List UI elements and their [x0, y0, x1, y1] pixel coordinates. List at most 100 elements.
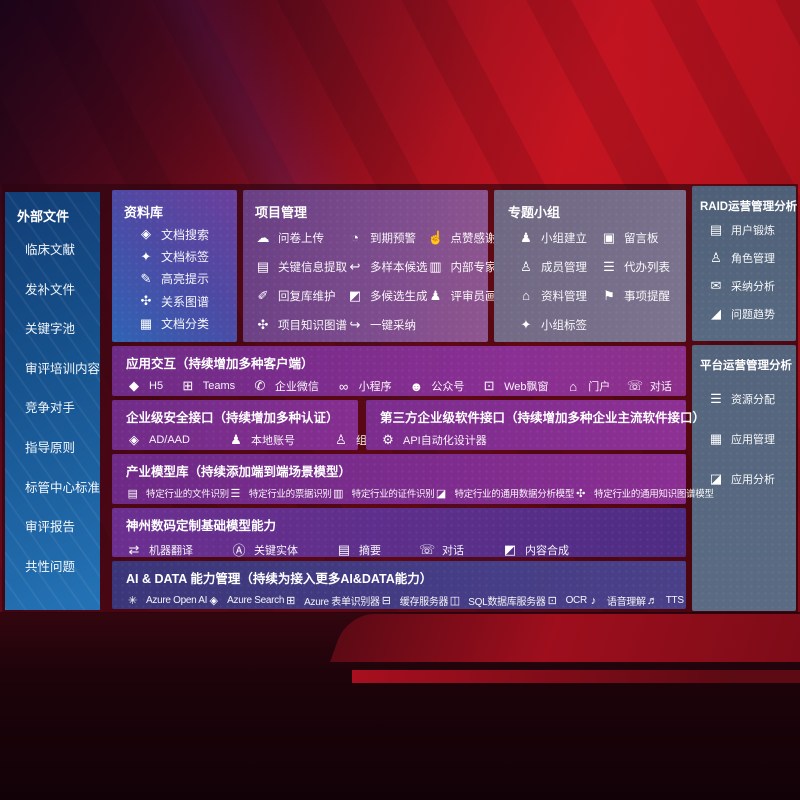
library-panel-title: 资料库	[124, 205, 164, 220]
feature-item[interactable]: ⌂ 资料管理	[518, 288, 601, 304]
qa-bubble-icon: ✉	[710, 278, 722, 293]
sidebar-item[interactable]: 竞争对手	[25, 401, 76, 416]
feature-item[interactable]: ◩ 多候选生成	[347, 288, 428, 304]
model-item[interactable]: ✣ 特定行业的通用知识图谱模型	[574, 486, 714, 501]
capability-item[interactable]: ⇄ 机器翻译	[126, 542, 193, 558]
client-item[interactable]: ∞ 小程序	[336, 378, 392, 394]
client-item[interactable]: ☻ 公众号	[408, 378, 465, 394]
service-item[interactable]: ✳ Azure Open AI	[126, 594, 207, 607]
feature-item[interactable]: ▥ 内部专家排名	[428, 259, 519, 275]
model-item[interactable]: ☰ 特定行业的票据识别	[229, 486, 332, 501]
feature-item[interactable]: ◈ 文档搜索	[138, 226, 237, 243]
feature-item[interactable]: ◔ 到期预警	[347, 230, 428, 246]
sidebar-item[interactable]: 关键字池	[25, 322, 76, 337]
app-interaction-band: 应用交互（持续增加多种客户端） ◆ H5 ⊞ Teams ✆ 企业微信	[112, 346, 686, 396]
client-item[interactable]: ⊞ Teams	[180, 378, 235, 394]
app-analysis-icon: ◪	[709, 471, 723, 486]
feature-item[interactable]: ✦ 文档标签	[138, 248, 237, 265]
role-manage-icon: ♙	[710, 250, 722, 265]
model-label: 特定行业的文件识别	[146, 489, 229, 500]
feature-item[interactable]: ♟ 评审员画像	[428, 288, 520, 304]
model-label: 特定行业的证件识别	[351, 489, 435, 500]
client-item[interactable]: ⌂ 门户	[565, 378, 610, 394]
feature-item[interactable]: ☁ 问卷上传	[255, 230, 347, 246]
auth-item[interactable]: ◈ AD/AAD	[126, 432, 190, 448]
model-item[interactable]: ▥ 特定行业的证件识别	[332, 486, 435, 501]
interface-item[interactable]: ⚙ API自动化设计器	[380, 432, 487, 448]
feature-item[interactable]: ▦ 文档分类	[138, 315, 237, 332]
feature-item[interactable]: ◪ 应用分析	[708, 471, 796, 487]
feature-item[interactable]: ✦ 小组标签	[518, 317, 601, 333]
sidebar-item[interactable]: 临床文献	[25, 243, 76, 258]
sidebar-item[interactable]: 审评报告	[25, 520, 76, 535]
feature-item[interactable]: ▤ 用户锻炼	[708, 222, 796, 238]
sidebar-item[interactable]: 标管中心标准	[25, 480, 101, 495]
auth-item[interactable]: ♟ 本地账号	[228, 432, 295, 448]
azure-search-icon: ◈	[209, 595, 218, 607]
feature-label: 问题趋势	[731, 309, 775, 321]
feature-item[interactable]: ↪ 一键采纳	[347, 317, 428, 333]
feature-item[interactable]: ▦ 应用管理	[708, 431, 796, 447]
data-analysis-model-icon: ◪	[435, 487, 446, 500]
service-item[interactable]: ♬ TTS	[646, 595, 684, 607]
speech-understand-icon: ♪	[590, 594, 597, 607]
wecom-icon: ✆	[254, 378, 266, 393]
model-item[interactable]: ▤ 特定行业的文件识别	[126, 486, 229, 501]
feature-item[interactable]: ▣ 留言板	[601, 230, 680, 246]
service-item[interactable]: ⊡ OCR	[546, 594, 588, 607]
service-item[interactable]: ⊞ Azure 表单识别器	[284, 593, 380, 608]
openai-icon: ✳	[128, 595, 137, 607]
model-item[interactable]: ◪ 特定行业的通用数据分析模型	[434, 486, 574, 501]
feature-label: 角色管理	[731, 253, 775, 265]
service-item[interactable]: ◈ Azure Search	[207, 594, 285, 607]
reviewer-profile-icon: ♟	[429, 287, 442, 303]
capability-item[interactable]: ☏ 对话	[419, 542, 464, 558]
teams-icon: ⊞	[182, 378, 194, 393]
feature-label: 代办列表	[623, 261, 670, 274]
feature-item[interactable]: ☰ 资源分配	[708, 391, 796, 407]
feature-item[interactable]: ♟ 小组建立	[518, 230, 601, 246]
client-item[interactable]: ✆ 企业微信	[252, 378, 318, 394]
feature-item[interactable]: ✐ 回复库维护	[255, 288, 347, 304]
miniprogram-icon: ∞	[338, 378, 349, 394]
feature-label: 评审员画像	[450, 290, 509, 303]
laptop-strip-shape	[352, 670, 800, 683]
band-item-row: ◈ AD/AAD ♟ 本地账号 ♙ 组织定义	[126, 432, 400, 448]
feature-item[interactable]: ☰ 代办列表	[601, 259, 680, 275]
info-extract-icon: ▤	[256, 258, 270, 274]
capability-item[interactable]: ▤ 摘要	[336, 542, 381, 558]
sidebar-item[interactable]: 审评培训内容	[25, 361, 101, 376]
client-item[interactable]: ⊡ Web飘窗	[481, 378, 549, 394]
band-title: 神州数码定制基础模型能力	[126, 519, 277, 533]
highlight-pen-icon: ✎	[140, 270, 152, 286]
feature-item[interactable]: ✣ 关系图谱	[138, 293, 237, 310]
feature-item[interactable]: ▤ 关键信息提取	[255, 259, 347, 275]
multi-candidate-icon: ◩	[348, 287, 362, 303]
feature-item[interactable]: ☝ 点赞感谢	[428, 230, 520, 246]
feature-label: 一键采纳	[370, 319, 416, 332]
capability-label: 摘要	[359, 544, 381, 557]
service-label: OCR	[565, 595, 588, 606]
client-item[interactable]: ☏ 对话	[627, 378, 672, 394]
feature-label: 关键信息提取	[278, 261, 347, 274]
feature-item[interactable]: ◢ 问题趋势	[708, 306, 796, 322]
capability-item[interactable]: Ⓐ 关键实体	[231, 540, 298, 559]
feature-label: 文档标签	[161, 250, 210, 265]
service-item[interactable]: ◫ SQL数据库服务器	[448, 593, 546, 608]
sidebar-item[interactable]: 共性问题	[25, 559, 76, 574]
feature-item[interactable]: ♙ 成员管理	[518, 259, 601, 275]
sidebar-item[interactable]: 发补文件	[25, 282, 76, 297]
service-item[interactable]: ⊟ 缓存服务器	[380, 593, 449, 608]
ad-aad-icon: ◈	[129, 432, 139, 447]
capability-item[interactable]: ◩ 内容合成	[502, 542, 569, 558]
feature-item[interactable]: ✣ 项目知识图谱	[255, 317, 347, 333]
feature-item[interactable]: ♙ 角色管理	[708, 250, 796, 266]
feature-item[interactable]: ✉ 采纳分析	[708, 278, 796, 294]
client-item[interactable]: ◆ H5	[126, 378, 163, 394]
service-item[interactable]: ♪ 语音理解	[587, 593, 646, 609]
client-label: 小程序	[358, 381, 392, 393]
feature-item[interactable]: ⚑ 事项提醒	[601, 288, 680, 304]
sidebar-item[interactable]: 指导原则	[25, 441, 76, 455]
feature-item[interactable]: ↩ 多样本候选	[347, 259, 428, 275]
feature-item[interactable]: ✎ 高亮提示	[138, 270, 237, 287]
